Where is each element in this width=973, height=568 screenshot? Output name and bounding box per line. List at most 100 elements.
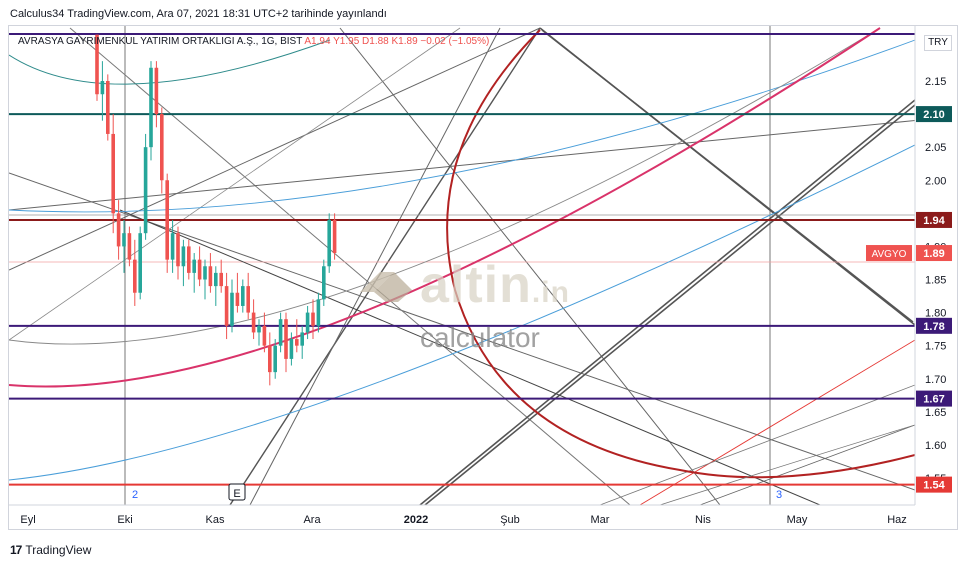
last-price-box xyxy=(916,245,952,262)
label-layer: 2.10 1.94 1.78 1.67 1.54 AVGYO 1.89 2 3 E xyxy=(132,106,952,501)
candle-body xyxy=(305,312,310,333)
y-tick-label: 2.00 xyxy=(925,175,946,187)
candle-body xyxy=(278,319,283,346)
event-marker: E xyxy=(233,488,240,500)
trend-line xyxy=(639,339,915,505)
hline-layer xyxy=(9,33,915,486)
altin-logo-icon xyxy=(360,272,412,302)
symbol-tag-box xyxy=(866,245,912,262)
event-marker-box xyxy=(228,483,246,501)
trend-line xyxy=(119,209,821,505)
candle-body xyxy=(138,233,142,293)
axis-layer: 2.152.102.052.001.901.851.801.751.701.65… xyxy=(9,26,946,526)
candle-body xyxy=(111,133,115,214)
price-label: 2.10 xyxy=(923,109,944,121)
price-label: 1.78 xyxy=(923,321,944,333)
candle-body xyxy=(187,246,191,273)
price-label: 1.94 xyxy=(923,215,945,227)
candle-body xyxy=(235,292,240,306)
candle-layer xyxy=(95,34,337,386)
candle-body xyxy=(143,147,148,234)
candle-body xyxy=(95,34,99,95)
candle-body xyxy=(176,233,180,267)
candle-body xyxy=(181,246,186,267)
candle-body xyxy=(170,233,175,260)
candle-body xyxy=(246,286,250,313)
currency-label[interactable]: TRY xyxy=(924,35,952,51)
candle-body xyxy=(262,325,267,346)
candle-body xyxy=(133,259,137,293)
y-tick-label: 1.85 xyxy=(925,275,946,287)
y-tick-label: 1.65 xyxy=(925,407,946,419)
footer-text: TradingView xyxy=(25,543,92,557)
candle-body xyxy=(192,259,196,273)
candle-body xyxy=(100,81,105,95)
candle-body xyxy=(257,325,261,333)
x-tick-label: Mar xyxy=(591,514,610,526)
candle-body xyxy=(295,339,299,346)
publish-header: Calculus34 TradingView.com, Ara 07, 2021… xyxy=(10,8,387,20)
trend-line xyxy=(339,27,721,505)
candle-body xyxy=(322,266,326,300)
x-tick-label: Kas xyxy=(206,514,225,526)
candle-body xyxy=(160,114,164,181)
candle-body xyxy=(203,266,207,280)
x-tick-label: Şub xyxy=(500,514,520,526)
fib-arc xyxy=(9,144,915,481)
y-tick-label: 1.70 xyxy=(925,374,946,386)
drawing-layer xyxy=(9,27,915,505)
tradingview-logo-icon: 17 xyxy=(10,543,22,557)
fib-arc xyxy=(446,29,915,479)
watermark-sub: calculator xyxy=(420,322,540,353)
price-label: 1.54 xyxy=(923,480,945,492)
candle-body xyxy=(311,312,315,326)
price-label-box xyxy=(916,390,952,407)
x-tick-label: Eki xyxy=(117,514,132,526)
candle-body xyxy=(316,299,321,326)
fib-arc xyxy=(9,39,915,213)
y-tick-label: 1.75 xyxy=(925,341,946,353)
candle-body xyxy=(300,332,304,346)
candle-body xyxy=(116,213,121,247)
trend-line xyxy=(9,27,461,341)
y-tick-label: 2.05 xyxy=(925,142,946,154)
candle-body xyxy=(327,219,331,267)
trend-line xyxy=(541,29,914,323)
candle-body xyxy=(224,286,229,326)
candle-body xyxy=(268,345,272,373)
trend-line xyxy=(419,99,915,505)
trend-line xyxy=(229,27,541,505)
candle-body xyxy=(127,233,132,260)
chart-frame xyxy=(8,25,958,530)
symbol-legend: AVRASYA GAYRIMENKUL YATIRIM ORTAKLIGI A.… xyxy=(18,36,489,47)
candle-body xyxy=(284,319,288,359)
candle-body xyxy=(230,292,234,326)
trend-line xyxy=(699,424,915,505)
candle-body xyxy=(332,219,337,254)
price-label-box xyxy=(916,476,952,493)
candle-body xyxy=(289,339,294,359)
tradingview-footer: 17 TradingView xyxy=(10,543,91,557)
trend-line xyxy=(69,27,631,505)
y-tick-label: 1.60 xyxy=(925,440,946,452)
price-label-box xyxy=(916,211,952,228)
trend-line xyxy=(9,27,541,271)
candle-body xyxy=(106,81,110,134)
candle-body xyxy=(149,67,153,148)
grid-layer xyxy=(124,26,771,505)
fib-arc xyxy=(9,27,881,388)
candle-body xyxy=(197,259,202,280)
symbol-name: AVRASYA GAYRIMENKUL YATIRIM ORTAKLIGI A.… xyxy=(18,36,303,47)
x-tick-label: Nis xyxy=(695,514,711,526)
candle-body xyxy=(154,67,159,115)
x-tick-label: Ara xyxy=(303,514,321,526)
last-price-label: 1.89 xyxy=(923,248,944,260)
candle-body xyxy=(208,266,213,287)
y-tick-label: 2.15 xyxy=(925,76,946,88)
candle-body xyxy=(214,272,218,287)
fib-arc xyxy=(9,39,331,85)
x-tick-label: 2022 xyxy=(404,514,428,526)
price-label-box xyxy=(916,106,952,123)
candle-body xyxy=(251,312,256,333)
